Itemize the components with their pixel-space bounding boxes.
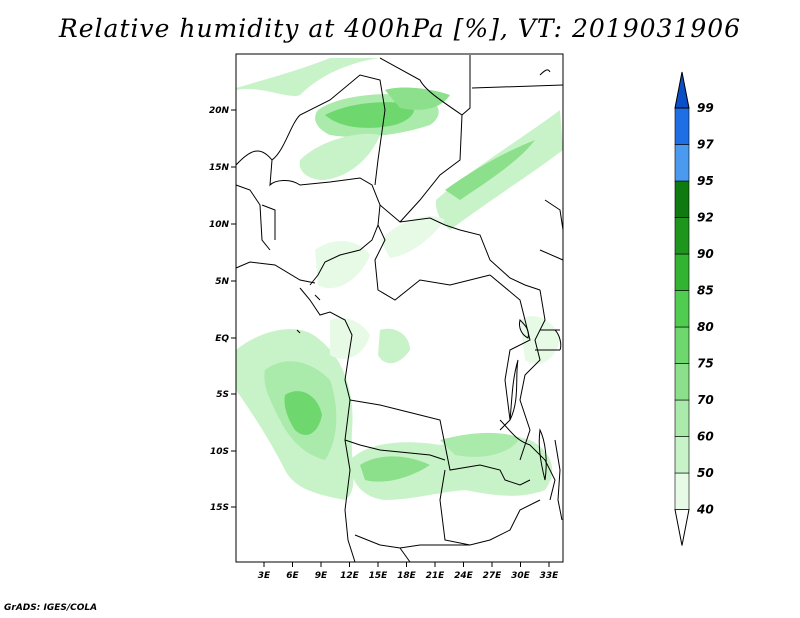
- colorbar: 40 50 60 70 75 80 85 90 92 95 97 99: [674, 71, 714, 546]
- colorbar-label: 80: [697, 320, 714, 334]
- lat-tick-label: 20N: [209, 106, 230, 116]
- colorbar-segment: [674, 144, 690, 182]
- lon-tick-label: 24E: [454, 571, 474, 581]
- lon-tick-label: 21E: [426, 571, 446, 581]
- colorbar-segment: [674, 399, 690, 437]
- colorbar-segment: [674, 436, 690, 474]
- lakes: [509, 69, 562, 481]
- colorbar-segment: [674, 326, 690, 364]
- colorbar-lower-extension: [674, 509, 690, 546]
- map-title: Relative humidity at 400hPa [%], VT: 201…: [58, 14, 742, 43]
- colorbar-segment: [674, 290, 690, 328]
- lat-tick-label: 5N: [215, 277, 229, 287]
- credit-label: GrADS: IGES/COLA: [4, 603, 98, 613]
- lon-tick-label: 30E: [511, 571, 531, 581]
- colorbar-label: 85: [697, 284, 714, 298]
- lon-tick-label: 15E: [369, 571, 389, 581]
- colorbar-label: 99: [697, 101, 714, 115]
- colorbar-label: 60: [697, 430, 714, 444]
- lat-tick-label: EQ: [215, 334, 229, 344]
- colorbar-label: 75: [697, 357, 714, 371]
- lon-tick-label: 6E: [286, 571, 299, 581]
- colorbar-segment: [674, 472, 690, 510]
- latitude-axis: 20N 15N 10N 5N EQ 5S 10S 15S: [209, 106, 236, 513]
- islands: [296, 294, 321, 334]
- colorbar-segment: [674, 363, 690, 401]
- colorbar-label: 95: [697, 174, 714, 188]
- lon-tick-label: 3E: [258, 571, 271, 581]
- colorbar-segment: [674, 107, 690, 145]
- colorbar-segment: [674, 217, 690, 255]
- lon-tick-label: 33E: [540, 571, 560, 581]
- colorbar-label: 92: [697, 211, 714, 225]
- lat-tick-label: 10S: [210, 447, 229, 457]
- country-borders: [235, 55, 564, 563]
- longitude-axis: 3E 6E 9E 12E 15E 18E 21E 24E 27E 30E 33E: [258, 562, 559, 581]
- colorbar-segment: [674, 253, 690, 291]
- lat-tick-label: 15N: [209, 163, 230, 173]
- map-frame: [235, 53, 564, 563]
- colorbar-segment: [674, 180, 690, 218]
- lat-tick-label: 5S: [216, 390, 229, 400]
- colorbar-label: 50: [697, 466, 714, 480]
- lon-tick-label: 27E: [483, 571, 503, 581]
- lon-tick-label: 18E: [397, 571, 417, 581]
- humidity-field: [236, 58, 563, 500]
- colorbar-label: 97: [697, 138, 714, 152]
- colorbar-label: 90: [697, 247, 714, 261]
- lon-tick-label: 12E: [340, 571, 360, 581]
- colorbar-label: 70: [697, 393, 714, 407]
- colorbar-label: 40: [696, 503, 714, 517]
- colorbar-upper-extension: [674, 71, 690, 109]
- lat-tick-label: 15S: [210, 503, 229, 513]
- lon-tick-label: 9E: [315, 571, 328, 581]
- lat-tick-label: 10N: [209, 220, 230, 230]
